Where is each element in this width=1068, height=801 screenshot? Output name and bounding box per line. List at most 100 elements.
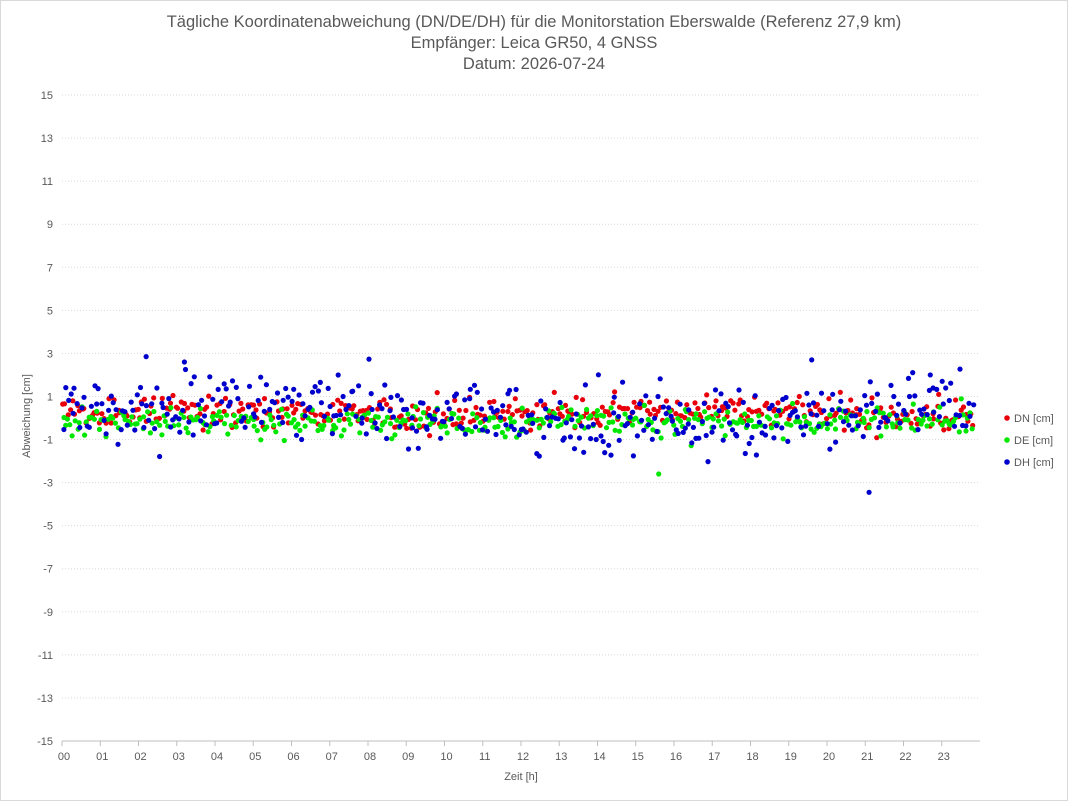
point-dh bbox=[128, 399, 134, 405]
point-dh bbox=[818, 390, 825, 396]
point-dh bbox=[227, 399, 233, 405]
point-dh bbox=[544, 414, 550, 420]
point-dh bbox=[827, 446, 833, 452]
point-dh bbox=[453, 391, 459, 397]
point-dn bbox=[206, 393, 212, 399]
point-de bbox=[616, 428, 623, 434]
point-dh bbox=[588, 436, 594, 442]
point-dh bbox=[214, 420, 220, 426]
point-dh bbox=[608, 452, 614, 458]
point-dh bbox=[862, 393, 868, 399]
x-tick-label: 16 bbox=[670, 751, 682, 763]
point-dh bbox=[824, 421, 830, 427]
point-de bbox=[641, 402, 647, 408]
point-de bbox=[806, 421, 813, 427]
point-de bbox=[601, 413, 607, 419]
point-dh bbox=[709, 429, 715, 435]
point-dh bbox=[141, 424, 147, 431]
point-dh bbox=[81, 394, 87, 400]
point-dh bbox=[680, 429, 686, 435]
point-dn bbox=[936, 391, 942, 397]
point-de bbox=[766, 416, 773, 422]
x-tick-label: 22 bbox=[899, 751, 911, 763]
point-dh bbox=[873, 408, 879, 414]
x-tick-label: 17 bbox=[708, 751, 720, 763]
point-dh bbox=[541, 434, 547, 440]
point-dh bbox=[804, 390, 810, 396]
point-dh bbox=[432, 416, 438, 422]
point-dh bbox=[274, 390, 281, 396]
point-dh bbox=[115, 441, 121, 447]
point-dn bbox=[500, 408, 506, 414]
point-dh bbox=[108, 393, 114, 399]
point-dh bbox=[101, 417, 107, 423]
point-dh bbox=[215, 386, 221, 392]
point-de bbox=[499, 429, 505, 436]
point-dh bbox=[446, 406, 452, 412]
point-dh bbox=[333, 412, 339, 419]
point-dh bbox=[600, 438, 606, 445]
point-de bbox=[112, 420, 118, 426]
point-dn bbox=[135, 406, 141, 412]
point-dn bbox=[960, 404, 967, 410]
x-tick-label: 21 bbox=[861, 751, 873, 763]
point-de bbox=[534, 417, 540, 423]
point-dn bbox=[338, 400, 344, 406]
point-de bbox=[566, 413, 572, 419]
point-dh bbox=[318, 400, 324, 406]
point-de bbox=[540, 420, 547, 426]
point-de bbox=[536, 425, 542, 431]
point-dh bbox=[482, 416, 488, 422]
point-dn bbox=[542, 402, 548, 408]
point-dh bbox=[327, 403, 333, 410]
point-de bbox=[558, 422, 564, 428]
x-tick-label: 14 bbox=[593, 751, 605, 763]
point-dh bbox=[779, 425, 785, 431]
point-de bbox=[347, 421, 354, 427]
point-de bbox=[281, 437, 287, 444]
point-dh bbox=[146, 417, 152, 423]
point-de bbox=[780, 436, 786, 442]
point-dh bbox=[630, 453, 637, 459]
point-dh bbox=[63, 385, 69, 391]
point-de bbox=[837, 414, 844, 420]
point-dh bbox=[569, 417, 575, 423]
point-dh bbox=[70, 410, 76, 416]
point-dn bbox=[833, 410, 839, 416]
point-dh bbox=[740, 399, 746, 405]
point-de bbox=[94, 408, 100, 414]
point-dh bbox=[725, 404, 731, 410]
point-dh bbox=[798, 424, 804, 430]
point-dh bbox=[293, 432, 300, 438]
point-de bbox=[808, 426, 814, 432]
point-dh bbox=[602, 450, 608, 456]
point-dh bbox=[598, 433, 604, 439]
point-dh bbox=[390, 414, 396, 420]
point-dn bbox=[293, 406, 299, 412]
point-dh bbox=[201, 413, 208, 419]
point-dh bbox=[280, 419, 286, 426]
point-dh bbox=[94, 401, 100, 407]
point-dh bbox=[255, 397, 261, 404]
point-dn bbox=[655, 408, 661, 414]
point-dh bbox=[363, 431, 369, 437]
point-de bbox=[797, 419, 803, 425]
point-de bbox=[477, 420, 483, 426]
point-dh bbox=[716, 408, 722, 414]
point-dh bbox=[736, 387, 742, 393]
point-dh bbox=[219, 399, 225, 405]
point-dn bbox=[335, 397, 341, 403]
point-dn bbox=[221, 408, 227, 415]
point-de bbox=[278, 406, 285, 412]
x-tick-label: 01 bbox=[96, 751, 108, 763]
point-dh bbox=[180, 407, 186, 413]
y-tick-label: 9 bbox=[47, 219, 53, 231]
point-dh bbox=[382, 382, 388, 388]
point-dn bbox=[364, 416, 370, 422]
point-de bbox=[880, 410, 886, 416]
point-de bbox=[368, 417, 374, 424]
point-dn bbox=[800, 402, 806, 408]
point-dh bbox=[329, 431, 335, 437]
point-dh bbox=[366, 356, 372, 362]
point-dh bbox=[353, 413, 359, 419]
